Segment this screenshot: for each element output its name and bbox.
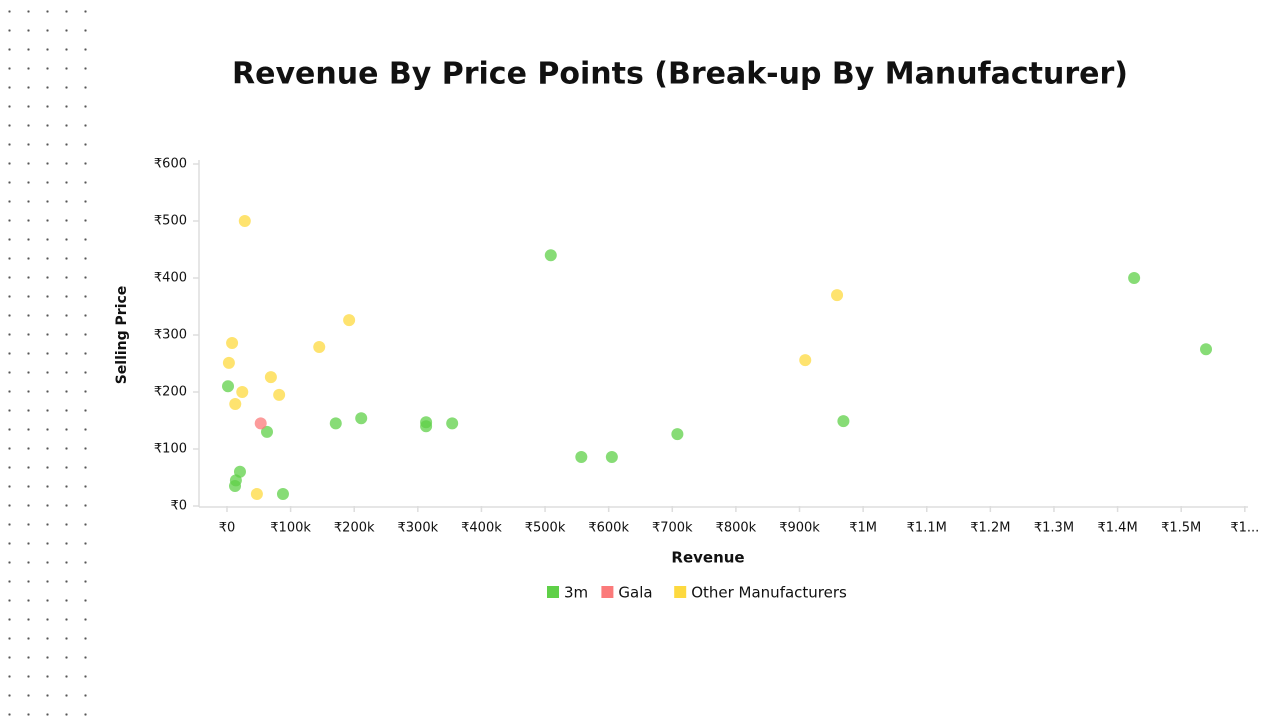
legend-label: 3m bbox=[564, 584, 588, 602]
point bbox=[544, 249, 557, 262]
x-tick-label: ₹600k bbox=[588, 521, 629, 536]
point bbox=[250, 488, 263, 501]
x-tick-label: ₹700k bbox=[652, 521, 693, 536]
x-tick-label: ₹1M bbox=[849, 521, 877, 536]
point bbox=[226, 336, 239, 349]
point bbox=[343, 314, 356, 327]
point bbox=[575, 450, 588, 463]
x-tick-label: ₹200k bbox=[334, 521, 375, 536]
x-tick-label: ₹1.4M bbox=[1098, 521, 1138, 536]
x-tick-label: ₹400k bbox=[461, 521, 502, 536]
point bbox=[329, 417, 342, 430]
point bbox=[355, 412, 368, 425]
y-tick-label: ₹500 bbox=[154, 214, 187, 229]
x-tick-label: ₹100k bbox=[270, 521, 311, 536]
point bbox=[837, 415, 850, 428]
x-tick-label: ₹1.1M bbox=[907, 521, 947, 536]
point bbox=[261, 425, 274, 438]
legend-swatch bbox=[674, 586, 687, 598]
point bbox=[264, 371, 277, 384]
legend-label: Other Manufacturers bbox=[691, 584, 847, 602]
dot-pattern bbox=[0, 0, 100, 720]
x-tick-label: ₹1.3M bbox=[1034, 521, 1074, 536]
point bbox=[229, 480, 242, 493]
x-tick-label: ₹900k bbox=[779, 521, 820, 536]
point bbox=[222, 356, 235, 369]
legend-label: Gala bbox=[618, 584, 652, 602]
point bbox=[238, 215, 251, 227]
y-tick-label: ₹600 bbox=[154, 157, 187, 172]
point bbox=[799, 354, 812, 367]
x-tick-label: ₹1.5M bbox=[1161, 521, 1201, 536]
point bbox=[671, 428, 684, 441]
point bbox=[222, 380, 235, 393]
y-tick-label: ₹200 bbox=[154, 385, 187, 400]
point bbox=[831, 289, 844, 302]
point bbox=[276, 488, 289, 501]
point bbox=[446, 417, 459, 430]
point bbox=[605, 450, 618, 463]
point bbox=[313, 340, 326, 353]
legend-swatch bbox=[601, 586, 614, 598]
x-axis-label: Revenue bbox=[671, 549, 744, 567]
y-tick-label: ₹400 bbox=[154, 271, 187, 286]
y-tick-label: ₹100 bbox=[154, 442, 187, 457]
chart-title: Revenue By Price Points (Break-up By Man… bbox=[232, 57, 1128, 92]
x-tick-label: ₹1... bbox=[1230, 521, 1259, 536]
x-tick-label: ₹500k bbox=[525, 521, 566, 536]
point bbox=[254, 417, 267, 430]
point bbox=[420, 420, 433, 433]
x-tick-label: ₹800k bbox=[716, 521, 757, 536]
point bbox=[1200, 343, 1213, 356]
point bbox=[1128, 272, 1141, 284]
point bbox=[236, 386, 249, 398]
x-tick-label: ₹300k bbox=[398, 521, 439, 536]
point bbox=[273, 388, 286, 401]
y-axis-label: Selling Price bbox=[114, 286, 130, 385]
point bbox=[229, 397, 242, 410]
x-tick-label: ₹1.2M bbox=[970, 521, 1010, 536]
legend-swatch bbox=[547, 586, 559, 598]
y-tick-label: ₹300 bbox=[154, 328, 187, 343]
x-tick-label: ₹0 bbox=[219, 521, 236, 536]
y-tick-label: ₹0 bbox=[170, 499, 187, 514]
